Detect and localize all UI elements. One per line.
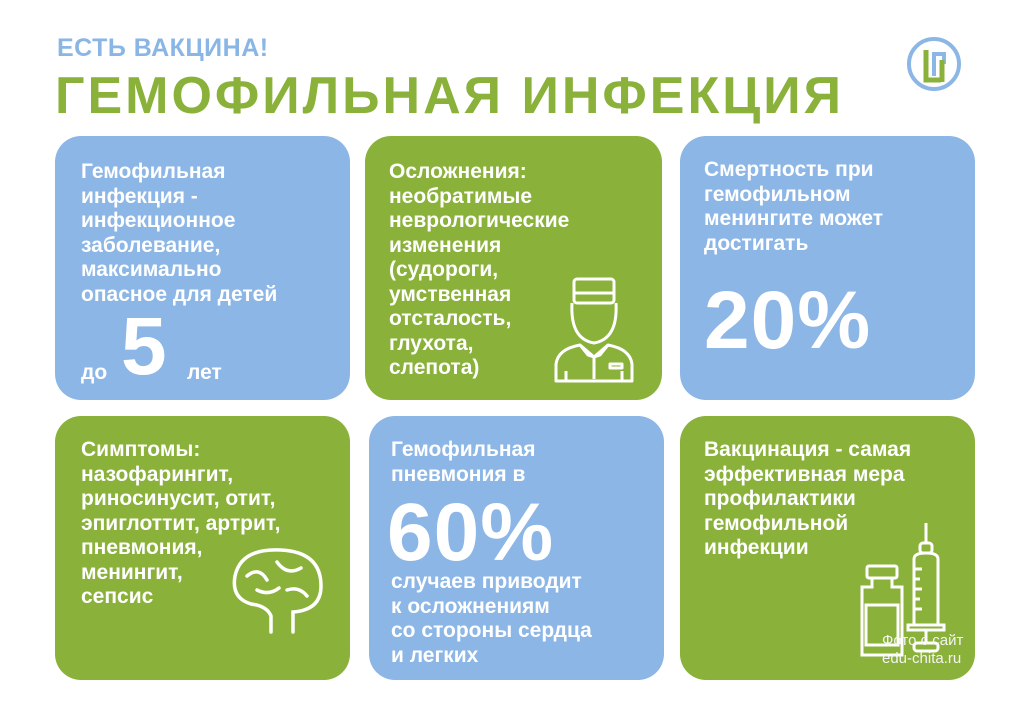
card-vaccination: Вакцинация - самая эффективная мера проф…	[680, 416, 975, 680]
card-text: Гемофильная инфекция - инфекционное забо…	[81, 160, 278, 306]
card-pneumonia: Гемофильная пневмония в 60% случаев прив…	[369, 416, 664, 680]
logo-icon	[907, 37, 961, 91]
card-complications: Осложнения: необратимые неврологические …	[365, 136, 662, 400]
card-text: Симптомы: назофарингит, риносинусит, оти…	[81, 438, 281, 608]
brain-icon	[232, 548, 323, 634]
card-definition: Гемофильная инфекция - инфекционное забо…	[55, 136, 350, 400]
card-text: Вакцинация - самая эффективная мера проф…	[704, 438, 912, 559]
card-number: 5	[121, 301, 168, 392]
vaccine-icon	[860, 523, 946, 657]
card-prefix: до	[81, 361, 108, 384]
card-text: Осложнения: необратимые неврологические …	[389, 160, 570, 379]
card-suffix: лет	[187, 361, 222, 384]
card-text: Смертность при гемофильном менингите мож…	[704, 158, 884, 255]
card-text: Гемофильная пневмония в	[391, 438, 536, 486]
card-text-2: случаев приводит к осложнениям со сторон…	[391, 570, 592, 667]
card-number: 60%	[387, 487, 555, 578]
subtitle: ЕСТЬ ВАКЦИНА!	[57, 34, 269, 62]
page-title: ГЕМОФИЛЬНАЯ ИНФЕКЦИЯ	[55, 67, 844, 125]
watermark: Фото с сайт edu-chita.ru	[882, 632, 964, 667]
card-mortality: Смертность при гемофильном менингите мож…	[680, 136, 975, 400]
card-symptoms: Симптомы: назофарингит, риносинусит, оти…	[55, 416, 350, 680]
doctor-icon	[554, 277, 634, 383]
card-number: 20%	[704, 275, 872, 366]
